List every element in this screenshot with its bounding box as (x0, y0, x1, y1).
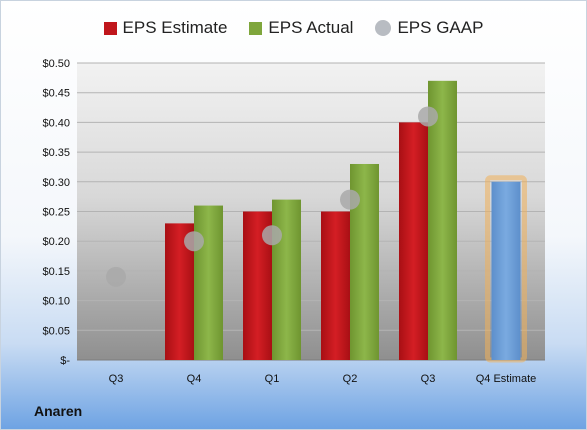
bar-eps-actual (272, 199, 301, 360)
gridlines (77, 62, 545, 361)
x-tick-label: Q3 (109, 373, 124, 385)
legend-swatch-eps-gaap (375, 20, 392, 36)
legend-item-eps-actual: EPS Actual (249, 18, 353, 38)
y-tick-label: $0.35 (42, 147, 70, 159)
x-tick-label: Q4 Estimate (476, 373, 537, 385)
bar-eps-estimate (399, 122, 428, 361)
x-tick-label: Q3 (421, 373, 436, 385)
legend: EPS Estimate EPS Actual EPS GAAP (1, 18, 586, 38)
legend-item-eps-gaap: EPS GAAP (375, 18, 483, 38)
dot-eps-gaap (418, 106, 438, 127)
y-tick-label: $0.20 (42, 236, 70, 248)
company-name: Anaren (34, 403, 83, 419)
x-tick-label: Q2 (343, 373, 358, 385)
legend-label-eps-gaap: EPS GAAP (397, 18, 484, 37)
x-tick-label: Q4 (187, 373, 202, 385)
y-tick-label: $0.50 (42, 58, 70, 70)
y-tick-label: $- (60, 355, 70, 367)
y-tick-label: $0.15 (42, 266, 70, 278)
y-tick-label: $0.10 (42, 296, 70, 308)
bar-q4-estimate (491, 181, 521, 360)
y-tick-label: $0.05 (42, 325, 70, 337)
y-tick-label: $0.40 (42, 117, 70, 129)
dot-eps-gaap (340, 189, 360, 210)
dot-eps-gaap (106, 266, 126, 287)
gaap-markers (106, 106, 438, 287)
y-tick-label: $0.25 (42, 207, 70, 219)
y-tick-label: $0.30 (42, 177, 70, 189)
legend-swatch-eps-actual (249, 21, 263, 35)
legend-label-eps-estimate: EPS Estimate (122, 18, 228, 37)
bar-eps-actual (194, 205, 223, 360)
bars (165, 80, 527, 363)
bar-eps-estimate (321, 211, 350, 360)
y-axis-tick-labels: $0.50 $0.45 $0.40 $0.35 $0.30 $0.25 $0.20 $0.15… (42, 58, 70, 367)
x-tick-label: Q1 (265, 373, 280, 385)
dot-eps-gaap (262, 225, 282, 246)
bar-eps-actual (428, 80, 457, 360)
legend-swatch-eps-estimate (103, 21, 117, 35)
legend-label-eps-actual: EPS Actual (268, 18, 354, 37)
legend-item-eps-estimate: EPS Estimate (103, 18, 228, 38)
x-axis-tick-labels: Q3 Q4 Q1 Q2 Q3 Q4 Estimate (109, 373, 537, 385)
dot-eps-gaap (184, 231, 204, 252)
y-tick-label: $0.45 (42, 88, 70, 100)
